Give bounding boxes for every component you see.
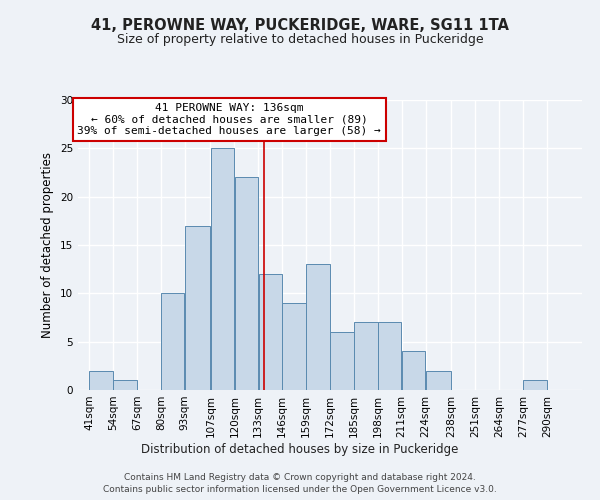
Bar	[259, 274, 282, 390]
Bar	[283, 303, 306, 390]
Text: Distribution of detached houses by size in Puckeridge: Distribution of detached houses by size …	[142, 442, 458, 456]
Bar	[113, 380, 137, 390]
Bar	[378, 322, 401, 390]
Bar	[426, 370, 451, 390]
Bar	[89, 370, 113, 390]
Bar	[307, 264, 330, 390]
Text: Size of property relative to detached houses in Puckeridge: Size of property relative to detached ho…	[116, 32, 484, 46]
Bar	[235, 178, 258, 390]
Bar	[402, 352, 425, 390]
Bar	[330, 332, 353, 390]
Text: Contains HM Land Registry data © Crown copyright and database right 2024.: Contains HM Land Registry data © Crown c…	[124, 472, 476, 482]
Y-axis label: Number of detached properties: Number of detached properties	[41, 152, 55, 338]
Bar	[161, 294, 184, 390]
Text: Contains public sector information licensed under the Open Government Licence v3: Contains public sector information licen…	[103, 485, 497, 494]
Bar	[185, 226, 210, 390]
Bar	[354, 322, 377, 390]
Bar	[211, 148, 234, 390]
Text: 41 PEROWNE WAY: 136sqm
← 60% of detached houses are smaller (89)
39% of semi-det: 41 PEROWNE WAY: 136sqm ← 60% of detached…	[77, 103, 381, 136]
Bar	[523, 380, 547, 390]
Text: 41, PEROWNE WAY, PUCKERIDGE, WARE, SG11 1TA: 41, PEROWNE WAY, PUCKERIDGE, WARE, SG11 …	[91, 18, 509, 32]
